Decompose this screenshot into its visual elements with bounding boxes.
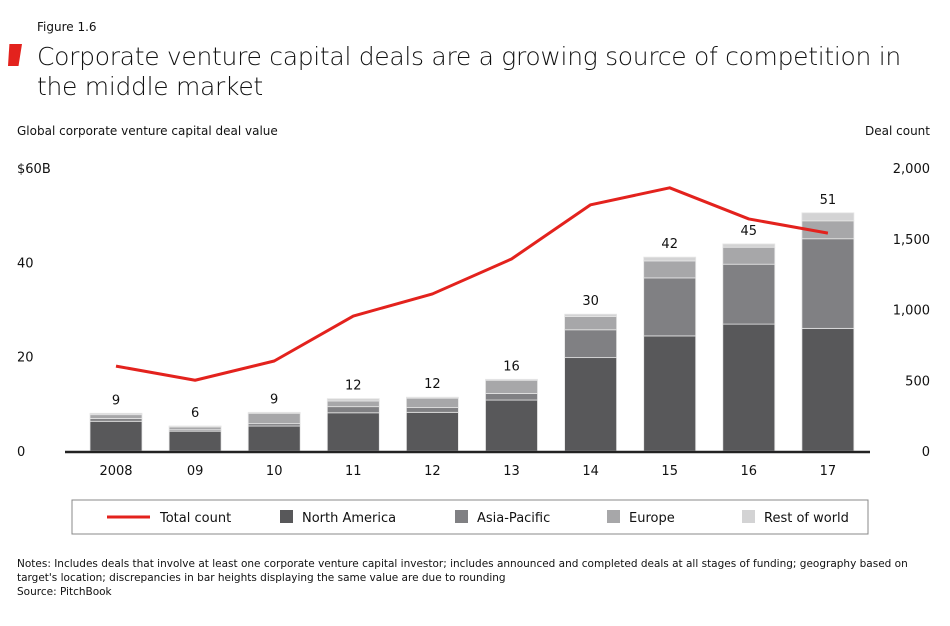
total-label: 12 — [345, 379, 362, 394]
bar-rest-of-world-15 — [643, 256, 697, 262]
bar-europe-16 — [722, 246, 776, 265]
total-label: 42 — [661, 237, 678, 252]
total-label: 12 — [424, 377, 441, 392]
x-tick-label: 15 — [661, 464, 678, 479]
bar-north-america-2008 — [89, 420, 143, 452]
bar-north-america-15 — [643, 335, 697, 452]
bar-rest-of-world-17 — [801, 212, 855, 222]
x-tick-label: 10 — [266, 464, 283, 479]
notes: Notes: Includes deals that involve at le… — [17, 557, 937, 599]
bar-europe-13 — [485, 379, 538, 394]
bar-europe-11 — [326, 400, 380, 408]
x-tick-label: 09 — [187, 464, 204, 479]
x-tick-label: 16 — [741, 464, 758, 479]
legend-label: Asia-Pacific — [477, 511, 550, 526]
bar-europe-09 — [168, 426, 222, 431]
bar-north-america-10 — [247, 425, 301, 452]
y2-tick-label: 1,500 — [893, 233, 930, 248]
legend-swatch — [455, 510, 468, 523]
bar-europe-2008 — [89, 414, 143, 419]
bar-north-america-09 — [168, 430, 222, 452]
total-label: 45 — [741, 224, 758, 239]
legend-label: Europe — [629, 511, 675, 526]
bar-asia-pacific-16 — [722, 263, 776, 325]
total-label: 9 — [112, 393, 120, 408]
notes-text: Notes: Includes deals that involve at le… — [17, 558, 908, 584]
bar-north-america-13 — [485, 399, 538, 452]
title-marker-icon — [8, 44, 22, 66]
legend-box — [71, 499, 869, 535]
bar-rest-of-world-10 — [247, 411, 301, 414]
figure-label: Figure 1.6 — [37, 20, 97, 34]
legend-label: Total count — [159, 511, 231, 526]
x-tick-label: 17 — [820, 464, 837, 479]
bar-asia-pacific-13 — [485, 393, 538, 401]
y-tick-label: $60B — [17, 162, 51, 177]
bar-europe-15 — [643, 260, 697, 279]
bar-asia-pacific-11 — [326, 406, 380, 414]
x-tick-label: 14 — [582, 464, 599, 479]
y2-tick-label: 1,000 — [893, 304, 930, 319]
total-label: 6 — [191, 406, 199, 421]
source-text: Source: PitchBook — [17, 586, 112, 598]
legend-label: North America — [302, 511, 396, 526]
bar-asia-pacific-14 — [564, 329, 617, 359]
bar-north-america-12 — [405, 411, 459, 452]
total-label: 16 — [503, 359, 520, 374]
y2-axis-label: Deal count — [865, 124, 930, 138]
bar-asia-pacific-12 — [405, 407, 459, 413]
bar-asia-pacific-2008 — [89, 418, 143, 422]
y-tick-label: 40 — [17, 256, 34, 271]
total-label: 30 — [582, 294, 599, 309]
bar-rest-of-world-16 — [722, 243, 776, 248]
bar-europe-12 — [405, 397, 459, 409]
chart-title: Corporate venture capital deals are a gr… — [37, 42, 901, 101]
bar-asia-pacific-15 — [643, 277, 697, 337]
bar-north-america-16 — [722, 323, 776, 452]
total-label: 51 — [820, 193, 837, 208]
y-tick-label: 0 — [17, 445, 25, 460]
bar-rest-of-world-09 — [168, 425, 222, 428]
bar-rest-of-world-2008 — [89, 412, 143, 416]
bar-rest-of-world-12 — [405, 396, 459, 399]
bar-north-america-14 — [564, 357, 617, 452]
x-tick-label: 12 — [424, 464, 441, 479]
bar-rest-of-world-11 — [326, 398, 380, 402]
y-tick-label: 20 — [17, 351, 34, 366]
legend-swatch — [607, 510, 620, 523]
legend-swatch — [742, 510, 755, 523]
x-tick-label: 13 — [503, 464, 520, 479]
bar-north-america-17 — [801, 327, 855, 452]
y-axis-label: Global corporate venture capital deal va… — [17, 124, 278, 138]
y2-tick-label: 0 — [922, 445, 930, 460]
bar-europe-14 — [564, 316, 617, 331]
bar-rest-of-world-14 — [564, 313, 617, 317]
total-count-line — [115, 186, 829, 382]
y2-tick-label: 500 — [905, 374, 930, 389]
bar-europe-10 — [247, 412, 301, 425]
legend-label: Rest of world — [764, 511, 849, 526]
bar-north-america-11 — [326, 412, 380, 452]
total-label: 9 — [270, 392, 278, 407]
bar-asia-pacific-17 — [801, 238, 855, 329]
bar-rest-of-world-13 — [485, 378, 538, 381]
legend-swatch — [280, 510, 293, 523]
y2-tick-label: 2,000 — [893, 162, 930, 177]
x-tick-label: 11 — [345, 464, 362, 479]
x-tick-label: 2008 — [99, 464, 132, 479]
